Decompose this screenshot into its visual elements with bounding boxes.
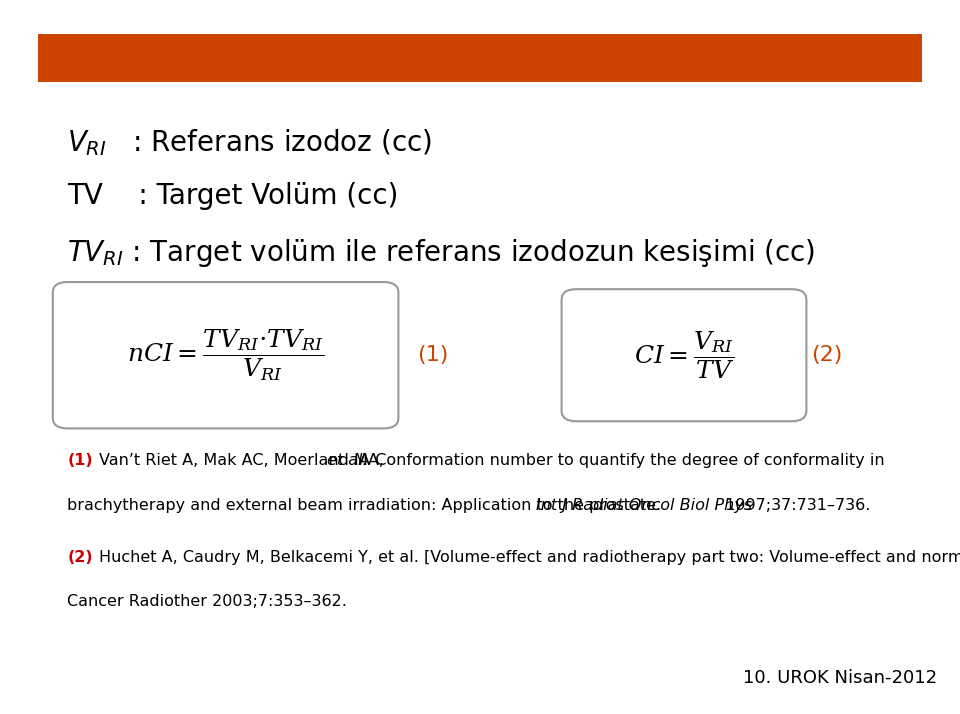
Text: $CI = \dfrac{V_{RI}}{TV}$: $CI = \dfrac{V_{RI}}{TV}$	[635, 329, 734, 381]
Text: $nCI = \dfrac{TV_{RI}{\cdot}TV_{RI}}{V_{RI}}$: $nCI = \dfrac{TV_{RI}{\cdot}TV_{RI}}{V_{…	[127, 327, 324, 383]
Text: 1997;37:731–736.: 1997;37:731–736.	[720, 498, 871, 513]
FancyBboxPatch shape	[562, 289, 806, 421]
Text: A Conformation number to quantify the degree of conformality in: A Conformation number to quantify the de…	[354, 453, 885, 468]
Text: (2): (2)	[67, 550, 93, 565]
Text: Int J Radiat Oncol Biol Phys: Int J Radiat Oncol Biol Phys	[536, 498, 752, 513]
Text: $V_{RI}$   : Referans izodoz (cc): $V_{RI}$ : Referans izodoz (cc)	[67, 127, 432, 159]
Text: (2): (2)	[811, 345, 843, 365]
Text: Van’t Riet A, Mak AC, Moerland MA,: Van’t Riet A, Mak AC, Moerland MA,	[99, 453, 389, 468]
Text: Huchet A, Caudry M, Belkacemi Y, et al. [Volume-effect and radiotherapy part two: Huchet A, Caudry M, Belkacemi Y, et al. …	[99, 550, 960, 565]
Text: Cancer Radiother 2003;7:353–362.: Cancer Radiother 2003;7:353–362.	[67, 594, 348, 609]
Text: (1): (1)	[67, 453, 93, 468]
Text: (1): (1)	[418, 345, 449, 365]
Text: brachytherapy and external beam irradiation: Application to the prostate.: brachytherapy and external beam irradiat…	[67, 498, 666, 513]
FancyBboxPatch shape	[38, 34, 922, 82]
Text: TV    : Target Volüm (cc): TV : Target Volüm (cc)	[67, 182, 398, 211]
FancyBboxPatch shape	[53, 282, 398, 428]
Text: 10. UROK Nisan-2012: 10. UROK Nisan-2012	[743, 669, 937, 688]
Text: $TV_{RI}$ : Target volüm ile referans izodozun kesişimi (cc): $TV_{RI}$ : Target volüm ile referans iz…	[67, 238, 816, 269]
Text: et al.: et al.	[327, 453, 368, 468]
